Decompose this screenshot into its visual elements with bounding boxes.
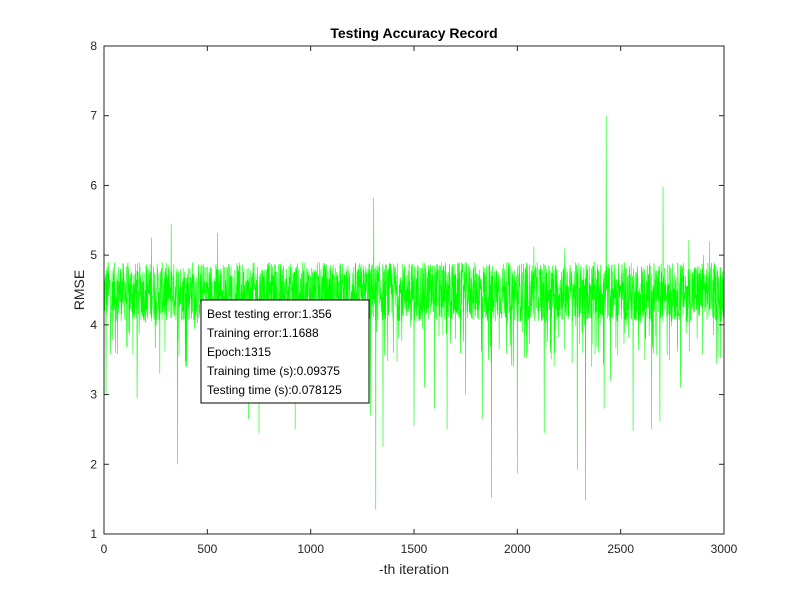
x-tick-label: 2500 — [607, 542, 634, 556]
series-line-0 — [103, 115, 725, 510]
y-axis-ticks: 1 2 3 4 5 6 7 8 — [90, 39, 724, 541]
y-tick-label: 2 — [90, 457, 97, 471]
annotation-line-training-time: Training time (s):0.09375 — [207, 364, 340, 378]
x-tick-label: 2000 — [504, 542, 531, 556]
annotation-box: Best testing error:1.356 Training error:… — [200, 299, 370, 404]
chart-title: Testing Accuracy Record — [330, 25, 497, 41]
annotation-line-epoch: Epoch:1315 — [207, 345, 271, 359]
y-tick-label: 1 — [90, 527, 97, 541]
y-tick-label: 5 — [90, 248, 97, 262]
x-tick-label: 3000 — [711, 542, 738, 556]
y-tick-label: 3 — [90, 388, 97, 402]
y-tick-label: 6 — [90, 178, 97, 192]
annotation-box-frame — [200, 299, 370, 404]
y-axis-label: RMSE — [71, 270, 87, 310]
x-axis-label: -th iteration — [379, 561, 449, 577]
y-tick-label: 7 — [90, 109, 97, 123]
y-tick-label: 4 — [90, 318, 97, 332]
x-tick-label: 1500 — [401, 542, 428, 556]
x-tick-label: 500 — [197, 542, 217, 556]
y-tick-label: 8 — [90, 39, 97, 53]
annotation-line-training-error: Training error:1.1688 — [207, 326, 319, 340]
series-layer — [103, 115, 725, 510]
x-tick-label: 0 — [101, 542, 108, 556]
x-tick-label: 1000 — [297, 542, 324, 556]
annotation-line-best-testing-error: Best testing error:1.356 — [207, 307, 332, 321]
x-axis-ticks: 0 500 1000 1500 2000 2500 3000 — [101, 46, 738, 556]
annotation-line-testing-time: Testing time (s):0.078125 — [207, 383, 342, 397]
